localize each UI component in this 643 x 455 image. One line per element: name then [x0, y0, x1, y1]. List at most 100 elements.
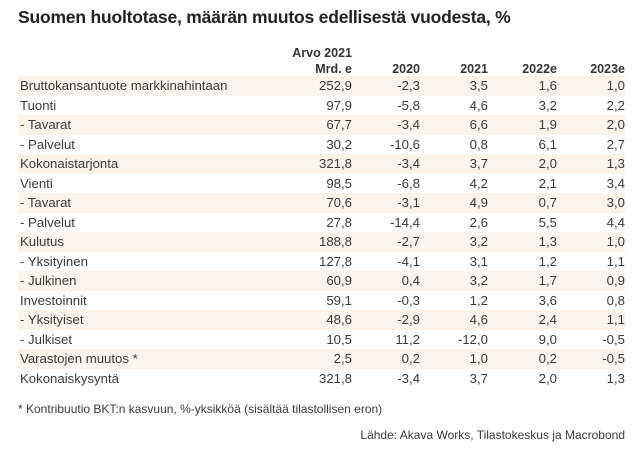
table-cell: 2,5 [283, 349, 352, 369]
table-cell: 11,2 [395, 331, 420, 347]
table-row: - Yksityiset 48,6 -2,9 4,6 2,4 1,1 [18, 310, 625, 330]
table-cell: 1,6 [488, 76, 557, 96]
table-cell: -12,0 [457, 331, 488, 347]
table-cell: -14,4 [389, 214, 420, 230]
table-cell: 4,4 [606, 214, 625, 230]
table-cell: 70,6 [283, 193, 352, 213]
table-row: - Palvelut 27,8 -14,4 2,6 5,5 4,4 [18, 213, 625, 233]
table-cell: 1,9 [488, 115, 557, 135]
table-row: Vienti 98,5 -6,8 4,2 2,1 3,4 [18, 174, 625, 194]
table-cell: -3,4 [397, 370, 420, 386]
table-row: Kokonaiskysyntä 321,8 -3,4 3,7 2,0 1,3 [18, 369, 625, 389]
column-header [18, 60, 283, 76]
row-label: Investoinnit [20, 292, 87, 308]
table-cell: 10,5 [326, 331, 352, 347]
table-row: Varastojen muutos * 2,5 0,2 1,0 0,2 -0,5 [18, 349, 625, 369]
table-cell: 0,7 [488, 193, 557, 213]
row-label: - Julkiset [20, 331, 73, 347]
table-row: - Julkinen 60,9 0,4 3,2 1,7 0,9 [18, 271, 625, 291]
table-row: - Tavarat 70,6 -3,1 4,9 0,7 3,0 [18, 193, 625, 213]
table-cell: -2,3 [352, 76, 420, 96]
table-cell: -2,9 [352, 310, 420, 330]
table-cell: 1,0 [557, 76, 625, 96]
table-cell: 2,1 [538, 175, 557, 191]
table-cell: 3,2 [420, 232, 488, 252]
row-label: Varastojen muutos * [18, 349, 283, 369]
table-row: Kokonaistarjonta 321,8 -3,4 3,7 2,0 1,3 [18, 154, 625, 174]
table-cell: 48,6 [283, 310, 352, 330]
table-cell: 252,9 [283, 76, 352, 96]
header-row-top: Arvo 2021 [18, 44, 625, 60]
row-label: - Julkinen [18, 271, 283, 291]
table-cell: 321,8 [283, 154, 352, 174]
table-cell: 1,3 [606, 370, 625, 386]
table-cell: -5,8 [397, 97, 420, 113]
table-row: - Julkiset 10,5 11,2 -12,0 9,0 -0,5 [18, 330, 625, 350]
row-label: Vienti [20, 175, 53, 191]
table-cell: 127,8 [318, 253, 352, 269]
table-cell: 27,8 [326, 214, 352, 230]
table-row: Investoinnit 59,1 -0,3 1,2 3,6 0,8 [18, 291, 625, 311]
table-cell: 3,6 [538, 292, 557, 308]
row-label: - Yksityinen [20, 253, 88, 269]
table-cell: 1,0 [557, 232, 625, 252]
column-header: 2022e [522, 62, 557, 76]
table-cell: 6,1 [538, 136, 557, 152]
table-cell: 1,1 [557, 310, 625, 330]
footnote: * Kontribuutio BKT:n kasvuun, %-yksikköä… [18, 402, 383, 416]
table-cell: -0,3 [397, 292, 420, 308]
table-row: - Tavarat 67,7 -3,4 6,6 1,9 2,0 [18, 115, 625, 135]
column-header: 2021 [460, 62, 488, 76]
table-cell: 0,8 [606, 292, 625, 308]
table-cell: -3,4 [352, 115, 420, 135]
table-cell: 2,4 [488, 310, 557, 330]
table-cell: 0,9 [557, 271, 625, 291]
table-cell: -0,5 [602, 331, 625, 347]
table-cell: 67,7 [283, 115, 352, 135]
table-cell: 98,5 [326, 175, 352, 191]
row-label: - Palvelut [20, 136, 75, 152]
table-cell: 6,6 [420, 115, 488, 135]
table-cell: 2,6 [469, 214, 488, 230]
table-cell: 2,0 [557, 115, 625, 135]
table-cell: 0,2 [488, 349, 557, 369]
table-cell: 2,7 [606, 136, 625, 152]
table-cell: 1,1 [606, 253, 625, 269]
table-cell: 3,4 [606, 175, 625, 191]
table-cell: 9,0 [538, 331, 557, 347]
table-cell: -3,1 [352, 193, 420, 213]
table-cell: 4,6 [420, 310, 488, 330]
table-cell: 0,2 [352, 349, 420, 369]
table-cell: 97,9 [326, 97, 352, 113]
source-note: Lähde: Akava Works, Tilastokeskus ja Mac… [360, 428, 625, 442]
table-cell: 0,4 [352, 271, 420, 291]
table-cell: 2,0 [488, 154, 557, 174]
column-header: Mrd. e [315, 62, 352, 76]
table-cell: 1,2 [469, 292, 488, 308]
table-cell: 4,6 [469, 97, 488, 113]
table-cell: 3,2 [538, 97, 557, 113]
row-label: Kokonaiskysyntä [20, 370, 119, 386]
supply-demand-table: Arvo 2021 Mrd. e 2020 2021 2022e 2023e Brutt… [18, 44, 625, 388]
table-cell: 4,9 [420, 193, 488, 213]
table-row: Tuonti 97,9 -5,8 4,6 3,2 2,2 [18, 96, 625, 116]
table-cell: -3,4 [352, 154, 420, 174]
table-row: - Palvelut 30,2 -10,6 0,8 6,1 2,7 [18, 135, 625, 155]
table-cell: 2,0 [538, 370, 557, 386]
table-row: - Yksityinen 127,8 -4,1 3,1 1,2 1,1 [18, 252, 625, 272]
table-cell: 59,1 [326, 292, 352, 308]
column-header-value-year: Arvo 2021 [292, 46, 352, 60]
table-cell: -2,7 [352, 232, 420, 252]
table-cell: -6,8 [397, 175, 420, 191]
table-cell: 5,5 [538, 214, 557, 230]
page-title: Suomen huoltotase, määrän muutos edellis… [18, 7, 511, 27]
row-label: - Tavarat [18, 115, 283, 135]
table-cell: -10,6 [389, 136, 420, 152]
table-cell: -0,5 [557, 349, 625, 369]
table-cell: 3,7 [420, 154, 488, 174]
column-header: 2020 [392, 62, 420, 76]
row-label: Kokonaistarjonta [18, 154, 283, 174]
table-cell: 1,2 [538, 253, 557, 269]
row-label: Kulutus [18, 232, 283, 252]
table-cell: 1,7 [488, 271, 557, 291]
